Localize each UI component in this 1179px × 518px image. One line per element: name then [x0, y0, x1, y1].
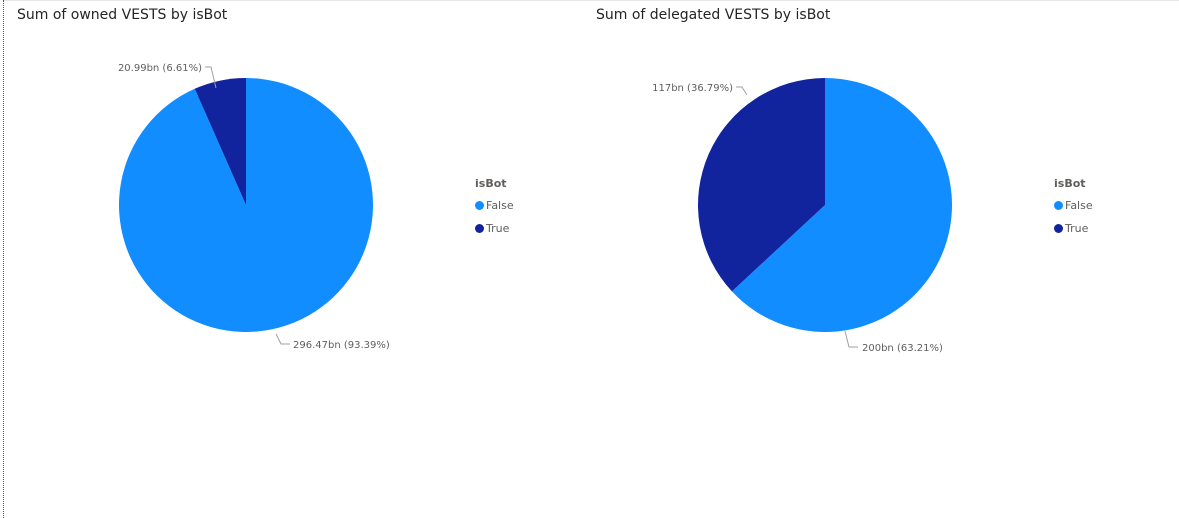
legend-label-false: False	[1065, 199, 1093, 212]
legend-title: isBot	[1054, 177, 1086, 190]
legend-dot-true	[475, 224, 484, 233]
leader-line-true	[205, 66, 217, 89]
chart-title: Sum of owned VESTS by isBot	[17, 7, 228, 23]
legend-item-true[interactable]: True	[475, 221, 514, 236]
pie-slice-true[interactable]	[194, 78, 246, 205]
data-label-true: 117bn (36.79%)	[652, 83, 733, 94]
canvas-border	[3, 0, 4, 518]
legend-label-false: False	[486, 199, 514, 212]
legend-item-false[interactable]: False	[475, 198, 514, 213]
legend: isBot False True	[1054, 177, 1093, 244]
pie-slice-false[interactable]	[119, 78, 373, 333]
owned-vests-pie-visual[interactable]: Sum of owned VESTS by isBot 296.47bn (93…	[4, 0, 582, 518]
pie-slice-false[interactable]	[731, 78, 952, 332]
legend-item-true[interactable]: True	[1054, 221, 1093, 236]
legend-dot-false	[475, 201, 484, 210]
data-label-false: 296.47bn (93.39%)	[293, 340, 390, 351]
legend-label-true: True	[1065, 222, 1089, 235]
leader-line-true	[736, 86, 748, 96]
leader-line-false	[844, 330, 858, 348]
legend-dot-true	[1054, 224, 1063, 233]
legend-item-false[interactable]: False	[1054, 198, 1093, 213]
data-label-true: 20.99bn (6.61%)	[118, 63, 202, 74]
legend-dot-false	[1054, 201, 1063, 210]
legend-title: isBot	[475, 177, 507, 190]
leader-line-false	[275, 333, 290, 345]
owned-vests-pie-chart: 296.47bn (93.39%) 20.99bn (6.61%)	[118, 63, 390, 351]
data-label-false: 200bn (63.21%)	[862, 343, 943, 354]
legend: isBot False True	[475, 177, 514, 244]
chart-title: Sum of delegated VESTS by isBot	[596, 7, 831, 23]
canvas-top-divider	[4, 0, 1179, 1]
legend-label-true: True	[486, 222, 510, 235]
delegated-vests-pie-visual[interactable]: Sum of delegated VESTS by isBot 200bn (6…	[582, 0, 1179, 518]
pie-slice-true[interactable]	[698, 77, 825, 292]
delegated-vests-pie-chart: 200bn (63.21%) 117bn (36.79%)	[652, 77, 952, 354]
